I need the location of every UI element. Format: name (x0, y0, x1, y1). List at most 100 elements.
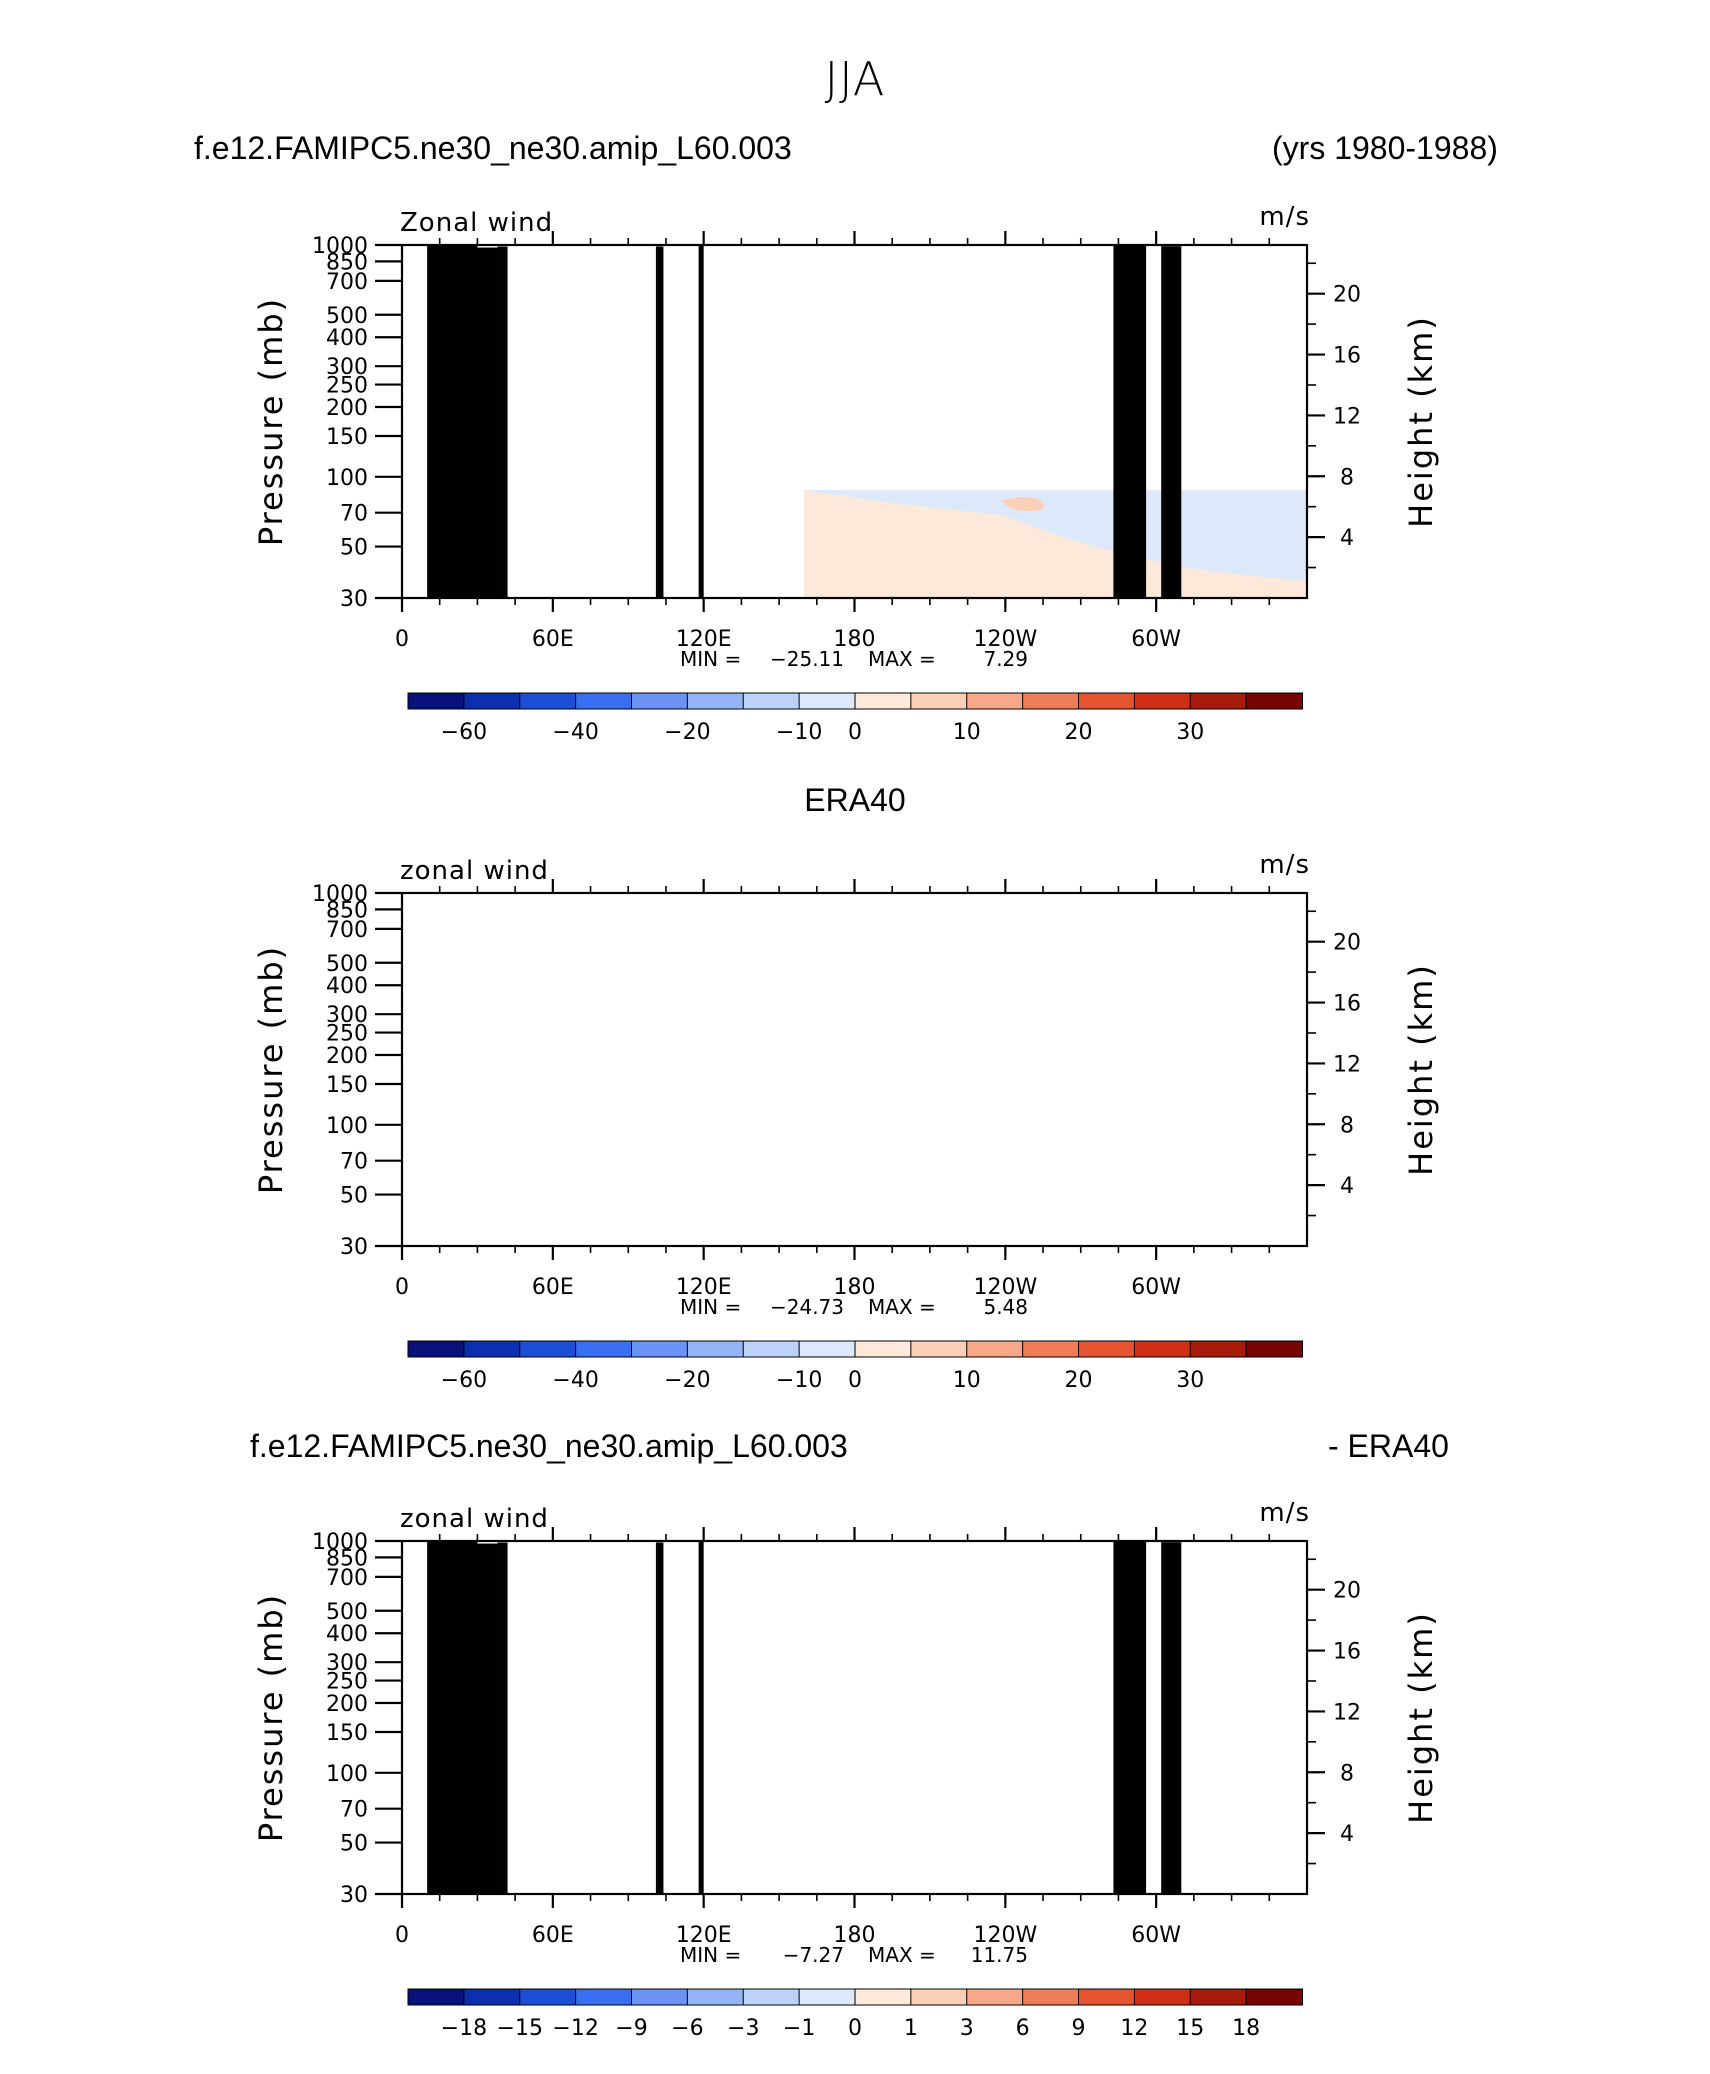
y-right-tick-label: 8 (1340, 1761, 1354, 1786)
colorbar-swatch (407, 692, 465, 710)
colorbar-tick-label: −1 (783, 2016, 815, 2041)
topography-block-5 (1113, 246, 1147, 598)
colorbar-swatch (631, 1988, 689, 2006)
y-tick-label: 100 (326, 466, 368, 491)
colorbar-swatch (798, 1340, 856, 1358)
colorbar-swatch (966, 1340, 1024, 1358)
colorbar-tick-label: −10 (776, 720, 822, 745)
colorbar-swatch (575, 1340, 633, 1358)
colorbar-swatch (742, 1340, 801, 1358)
y-tick-label: 100 (326, 1114, 368, 1139)
colorbar-swatch (686, 692, 745, 710)
y-tick-label: 300 (326, 1651, 368, 1676)
x-tick-label: 120W (973, 1275, 1037, 1300)
colorbar-tick-label: 30 (1176, 1368, 1204, 1393)
min-value: −24.73 (770, 1295, 844, 1319)
y-tick-label: 850 (326, 898, 368, 923)
y-tick-label: 30 (340, 1883, 368, 1908)
y-tick-label: 30 (340, 1235, 368, 1260)
y-right-tick-label: 12 (1333, 1700, 1361, 1725)
panel-observations: 0 60E 120E 180 120W 60W3050701001502002503004… (252, 850, 1440, 1393)
colorbar-tick-label: −60 (441, 720, 487, 745)
colorbar-swatch (854, 692, 912, 710)
contour-region-2 (402, 893, 1307, 1068)
y-right-tick-label: 4 (1340, 1174, 1354, 1199)
y-axis-title: Pressure (mb) (252, 945, 290, 1194)
colorbar-tick-label: −3 (727, 2016, 759, 2041)
colorbar-swatch (742, 692, 801, 710)
x-tick-label: 0 (395, 1275, 409, 1300)
y-right-tick-label: 20 (1333, 1579, 1361, 1604)
contour-region-0 (402, 893, 1307, 1246)
colorbar-swatch (966, 692, 1024, 710)
y-right-tick-label: 12 (1333, 404, 1361, 429)
topography-block-1 (472, 1543, 498, 1894)
colorbar-swatch (686, 1988, 745, 2006)
x-tick-label: 60E (532, 1275, 574, 1300)
colorbar-tick-label: −18 (441, 2016, 487, 2041)
y-tick-label: 70 (340, 502, 368, 527)
topography-block-0 (427, 246, 478, 598)
figure-title: JJA (824, 52, 886, 106)
y-tick-label: 400 (326, 326, 368, 351)
colorbar-swatch (1078, 1340, 1136, 1358)
contour-region-11 (477, 1651, 1175, 1717)
colorbar-tick-label: 0 (848, 2016, 862, 2041)
y-tick-label: 150 (326, 1721, 368, 1746)
colorbar-swatch (1022, 692, 1080, 710)
min-value: −25.11 (770, 647, 844, 671)
y-tick-label: 50 (340, 1832, 368, 1857)
colorbar-swatch (631, 1340, 689, 1358)
y-tick-label: 700 (326, 918, 368, 943)
y-right-tick-label: 16 (1333, 1640, 1361, 1665)
contour-region-5 (1002, 497, 1044, 512)
y-tick-label: 200 (326, 396, 368, 421)
colorbar-tick-label: 6 (1016, 2016, 1030, 2041)
y-tick-label: 400 (326, 1622, 368, 1647)
topography-block-3 (655, 1542, 664, 1894)
colorbar: −18 −15 −12 −9 −6 −3 −1 0 1 3 6 9 12 15 18 (407, 1988, 1303, 2041)
y-right-tick-label: 8 (1340, 1113, 1354, 1138)
y-right-tick-label: 12 (1333, 1052, 1361, 1077)
y-tick-label: 300 (326, 355, 368, 380)
colorbar-tick-label: 3 (960, 2016, 974, 2041)
contour-region-10 (453, 1644, 1192, 1752)
obs-title: ERA40 (804, 782, 906, 818)
diff-case-title: f.e12.FAMIPC5.ne30_ne30.amip_L60.003 (250, 1428, 848, 1464)
colorbar-swatch (463, 1340, 521, 1358)
contour-region-4 (527, 327, 617, 352)
colorbar-swatch (575, 1988, 633, 2006)
y-tick-label: 700 (326, 1566, 368, 1591)
y-tick-label: 1000 (312, 234, 368, 259)
y-tick-label: 250 (326, 1670, 368, 1695)
y-tick-label: 200 (326, 1692, 368, 1717)
y-tick-label: 500 (326, 1600, 368, 1625)
x-tick-label: 180 (834, 627, 876, 652)
contour-region-6 (602, 1204, 619, 1215)
colorbar-swatch (742, 1988, 801, 2006)
colorbar-swatch (798, 1988, 856, 2006)
colorbar-swatch (575, 692, 633, 710)
max-label: MAX = (868, 1295, 936, 1319)
x-tick-label: 120E (676, 627, 732, 652)
topography-block-2 (497, 246, 508, 598)
colorbar-swatch (1022, 1340, 1080, 1358)
colorbar-tick-label: 20 (1065, 720, 1093, 745)
topography-block-6 (1161, 1542, 1182, 1894)
max-value: 5.48 (983, 1295, 1028, 1319)
colorbar-swatch (519, 1340, 577, 1358)
y-tick-label: 70 (340, 1798, 368, 1823)
y-right-tick-label: 20 (1333, 931, 1361, 956)
x-tick-label: 120E (676, 1275, 732, 1300)
units-label: m/s (1259, 202, 1310, 232)
colorbar-swatch (1133, 1988, 1192, 2006)
contour-region-3 (508, 1003, 632, 1047)
colorbar-swatch (407, 1340, 465, 1358)
plot-frame (400, 891, 1309, 1248)
colorbar-swatch (407, 1988, 465, 2006)
min-label: MIN = (680, 1943, 741, 1967)
colorbar-tick-label: −60 (441, 1368, 487, 1393)
topography-block-2 (497, 1542, 508, 1894)
field-title: zonal wind (400, 856, 549, 886)
contour-region-9 (402, 1632, 1282, 1877)
